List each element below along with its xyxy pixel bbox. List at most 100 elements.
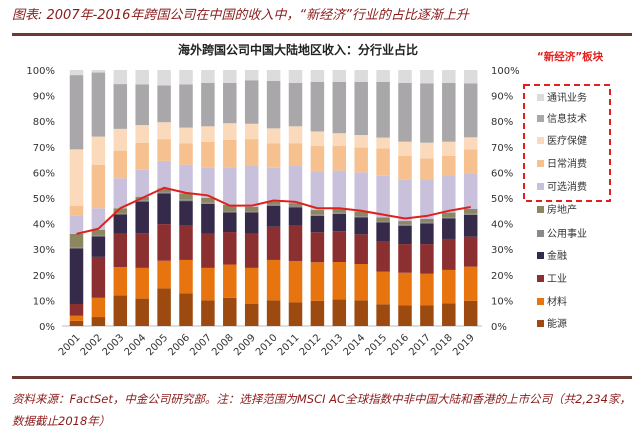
bar-segment-2018-7 xyxy=(442,155,456,176)
x-tick-label: 2004 xyxy=(123,332,149,358)
bar-segment-2015-8 xyxy=(376,137,390,149)
bar-segment-2002-10 xyxy=(91,70,106,73)
bar-segment-2005-0 xyxy=(157,288,171,326)
bar-segment-2007-4 xyxy=(201,202,215,204)
bar-segment-2005-6 xyxy=(157,160,171,189)
bar-segment-2017-1 xyxy=(420,273,434,306)
bar-segment-2003-6 xyxy=(113,178,128,209)
x-tick-label: 2018 xyxy=(429,332,455,358)
legend-swatch xyxy=(537,115,544,122)
bar-segment-2013-6 xyxy=(332,170,347,209)
bar-segment-2017-3 xyxy=(420,223,434,245)
bar-segment-2004-1 xyxy=(135,267,149,299)
legend-swatch xyxy=(537,160,544,167)
y-tick-label-right: 80% xyxy=(491,117,513,128)
bar-segment-2007-0 xyxy=(201,300,215,326)
y-tick-label-left: 100% xyxy=(26,66,55,77)
trend-line xyxy=(76,186,471,235)
legend-label: 信息技术 xyxy=(547,112,587,125)
bar-segment-2014-10 xyxy=(354,70,368,82)
bar-segment-2014-2 xyxy=(354,234,368,265)
bar-segment-2004-9 xyxy=(135,84,149,126)
y-tick-label-left: 80% xyxy=(33,117,55,128)
bar-segment-2018-10 xyxy=(442,70,456,83)
legend-label: 工业 xyxy=(547,273,567,285)
bar-segment-2016-0 xyxy=(398,305,412,326)
bar-segment-2013-5 xyxy=(332,208,347,213)
bar-segment-2008-6 xyxy=(223,167,237,205)
legend-label: 金融 xyxy=(547,249,567,262)
bar-segment-2014-9 xyxy=(354,81,368,136)
y-tick-label-right: 20% xyxy=(491,271,513,282)
bar-segment-2008-4 xyxy=(223,211,237,213)
bar-segment-2005-7 xyxy=(157,139,171,161)
bar-segment-2016-4 xyxy=(398,224,412,226)
bar-segment-2015-3 xyxy=(376,222,390,242)
legend-swatch xyxy=(537,320,544,327)
x-tick-label: 2009 xyxy=(232,332,258,358)
bar-segment-2018-3 xyxy=(442,218,456,239)
bar-segment-2013-4 xyxy=(332,212,347,214)
x-tick-label: 2002 xyxy=(79,332,105,358)
bar-segment-2017-0 xyxy=(420,305,434,326)
bar-segment-2002-3 xyxy=(91,236,106,257)
bar-segment-2004-4 xyxy=(135,200,149,202)
bar-segment-2004-3 xyxy=(135,201,149,234)
bar-segment-2019-5 xyxy=(463,209,478,214)
bar-segment-2010-4 xyxy=(266,204,281,206)
bar-segment-2005-9 xyxy=(157,85,171,123)
y-tick-label-right: 70% xyxy=(491,143,513,154)
bar-segment-2002-1 xyxy=(91,297,106,318)
legend-swatch xyxy=(537,230,544,237)
bar-segment-2016-5 xyxy=(398,221,412,225)
y-tick-label-right: 10% xyxy=(491,296,513,307)
y-tick-label-right: 50% xyxy=(491,194,513,205)
y-tick-label-left: 60% xyxy=(33,168,55,179)
bar-segment-2016-9 xyxy=(398,82,412,142)
bar-segment-2019-2 xyxy=(463,236,478,267)
y-tick-label-right: 100% xyxy=(491,66,520,77)
y-tick-label-right: 40% xyxy=(491,220,513,231)
bar-segment-2011-5 xyxy=(288,203,303,206)
x-tick-label: 2003 xyxy=(101,332,127,358)
bar-segment-2002-9 xyxy=(91,72,106,137)
bar-segment-2011-4 xyxy=(288,205,303,208)
bar-segment-2012-2 xyxy=(310,232,325,263)
x-tick-label: 2013 xyxy=(320,332,346,358)
bar-segment-2013-10 xyxy=(332,70,347,82)
bar-segment-2010-5 xyxy=(266,201,281,205)
bar-segment-2019-0 xyxy=(463,300,478,326)
bar-segment-2010-2 xyxy=(266,226,281,260)
bar-segment-2017-2 xyxy=(420,244,434,274)
bar-segment-2019-9 xyxy=(463,83,478,138)
x-tick-label: 2014 xyxy=(342,332,368,358)
bar-segment-2009-5 xyxy=(244,206,259,212)
bar-segment-2016-1 xyxy=(398,272,412,306)
bar-segment-2004-0 xyxy=(135,298,149,326)
bar-segment-2003-5 xyxy=(113,208,128,214)
bar-segment-2016-6 xyxy=(398,179,412,222)
bar-segment-2018-5 xyxy=(442,212,456,218)
bar-segment-2009-3 xyxy=(244,212,259,234)
bar-segment-2001-3 xyxy=(69,248,84,304)
bar-segment-2009-10 xyxy=(244,70,259,81)
bar-segment-2002-8 xyxy=(91,136,106,165)
bar-segment-2011-10 xyxy=(288,70,303,83)
y-tick-label-left: 10% xyxy=(33,296,55,307)
legend-swatch xyxy=(537,298,544,305)
bar-segment-2007-8 xyxy=(201,126,215,142)
x-tick-label: 2007 xyxy=(188,332,214,358)
bar-segment-2010-7 xyxy=(266,143,281,168)
legend-label: 通讯业务 xyxy=(547,91,587,104)
legend-label: 能源 xyxy=(547,317,567,330)
bar-segment-2012-3 xyxy=(310,215,325,233)
bar-segment-2010-1 xyxy=(266,259,281,301)
bar-segment-2005-4 xyxy=(157,192,171,194)
bar-segment-2003-8 xyxy=(113,128,128,151)
bar-segment-2011-1 xyxy=(288,260,303,303)
new-economy-label: “新经济”板块 xyxy=(537,50,604,63)
bar-segment-2015-0 xyxy=(376,304,390,326)
bar-segment-2004-10 xyxy=(135,70,149,85)
bar-segment-2006-8 xyxy=(179,127,193,144)
x-tick-label: 2019 xyxy=(451,332,477,358)
